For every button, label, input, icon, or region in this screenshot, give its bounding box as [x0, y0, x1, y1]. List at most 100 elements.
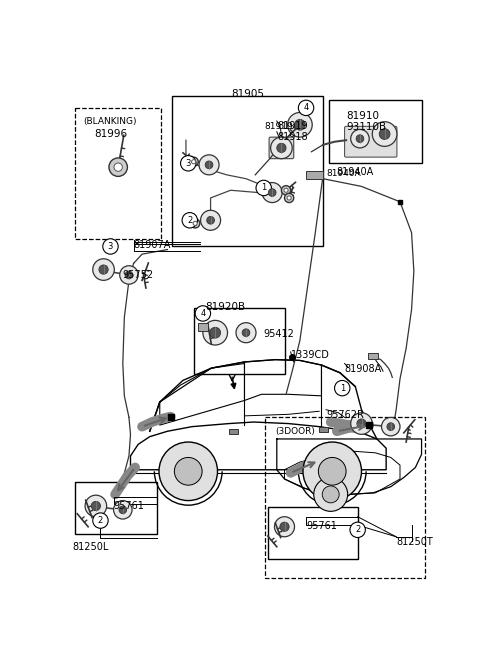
Circle shape	[379, 128, 390, 140]
Text: 81250T: 81250T	[396, 536, 433, 547]
Circle shape	[277, 143, 286, 153]
Circle shape	[387, 422, 395, 430]
Bar	[306, 171, 323, 179]
Circle shape	[372, 122, 397, 146]
Bar	[75, 482, 156, 534]
Text: 81907A: 81907A	[133, 240, 171, 250]
Circle shape	[262, 183, 282, 202]
Circle shape	[351, 413, 372, 434]
Text: 81919: 81919	[264, 122, 293, 130]
Bar	[319, 426, 328, 432]
Text: 81940A: 81940A	[327, 169, 361, 178]
Text: 81918: 81918	[277, 132, 308, 141]
Text: 93110B: 93110B	[346, 122, 386, 132]
Text: (BLANKING): (BLANKING)	[84, 117, 137, 126]
Bar	[229, 429, 238, 434]
Text: (3DOOR): (3DOOR)	[275, 428, 315, 436]
Text: 95412: 95412	[263, 329, 294, 339]
Circle shape	[303, 442, 361, 500]
Circle shape	[350, 522, 365, 538]
Bar	[265, 417, 425, 578]
Circle shape	[285, 193, 294, 202]
Circle shape	[242, 329, 250, 337]
Circle shape	[205, 161, 213, 169]
Circle shape	[318, 457, 346, 485]
Bar	[175, 459, 204, 468]
Circle shape	[287, 196, 291, 200]
Circle shape	[85, 495, 107, 517]
FancyBboxPatch shape	[345, 126, 397, 157]
Bar	[172, 96, 323, 246]
Circle shape	[192, 160, 196, 164]
Text: 3: 3	[186, 159, 191, 168]
Bar	[193, 308, 285, 374]
Circle shape	[335, 381, 350, 396]
Circle shape	[322, 486, 339, 503]
Circle shape	[256, 180, 271, 196]
Circle shape	[299, 100, 314, 115]
Circle shape	[180, 156, 196, 171]
Circle shape	[119, 506, 127, 514]
Circle shape	[236, 323, 256, 343]
Circle shape	[357, 419, 366, 428]
Text: 95761: 95761	[114, 500, 144, 510]
Bar	[368, 353, 378, 359]
Circle shape	[314, 477, 348, 512]
Circle shape	[356, 135, 364, 143]
Text: 2: 2	[98, 516, 103, 525]
Circle shape	[271, 137, 292, 159]
Circle shape	[382, 417, 400, 436]
Text: 81910: 81910	[346, 111, 379, 121]
Circle shape	[189, 157, 198, 166]
Circle shape	[351, 130, 369, 148]
Circle shape	[93, 513, 108, 529]
Circle shape	[201, 210, 221, 231]
Circle shape	[93, 259, 114, 280]
Circle shape	[288, 113, 312, 137]
Circle shape	[125, 271, 133, 279]
Circle shape	[281, 185, 291, 195]
Text: 3: 3	[108, 242, 113, 251]
Circle shape	[195, 306, 211, 321]
Circle shape	[174, 457, 202, 485]
Text: 1339CD: 1339CD	[291, 350, 330, 360]
Circle shape	[193, 221, 197, 225]
Circle shape	[275, 517, 295, 536]
Circle shape	[295, 119, 305, 130]
Circle shape	[210, 328, 221, 338]
Circle shape	[182, 213, 197, 228]
Text: 2: 2	[187, 215, 192, 225]
Circle shape	[268, 189, 276, 196]
Bar	[329, 100, 421, 163]
Bar	[268, 507, 358, 559]
Circle shape	[114, 163, 122, 172]
Circle shape	[114, 500, 132, 519]
Text: 81905: 81905	[231, 89, 264, 100]
Bar	[75, 108, 161, 239]
Text: 81920B: 81920B	[205, 302, 245, 312]
Circle shape	[120, 266, 138, 284]
Text: 2: 2	[355, 525, 360, 534]
Circle shape	[109, 158, 127, 176]
Text: 81250L: 81250L	[72, 542, 108, 552]
Text: 95762R: 95762R	[326, 409, 364, 420]
Text: 1: 1	[340, 384, 345, 392]
Text: 95761: 95761	[306, 521, 337, 531]
Circle shape	[207, 216, 215, 224]
Text: 1: 1	[261, 183, 266, 193]
Text: 81940A: 81940A	[337, 167, 374, 177]
Circle shape	[99, 265, 108, 274]
Circle shape	[280, 522, 289, 531]
Circle shape	[103, 239, 118, 254]
Text: 4: 4	[303, 103, 309, 113]
Circle shape	[203, 320, 228, 345]
Circle shape	[284, 188, 288, 193]
Text: 4: 4	[200, 309, 205, 318]
Text: 81908A: 81908A	[345, 364, 382, 373]
Circle shape	[159, 442, 217, 500]
Circle shape	[199, 155, 219, 175]
FancyBboxPatch shape	[269, 137, 294, 159]
Text: 81919: 81919	[277, 121, 308, 131]
Circle shape	[191, 219, 200, 228]
Text: 95752: 95752	[123, 271, 154, 280]
